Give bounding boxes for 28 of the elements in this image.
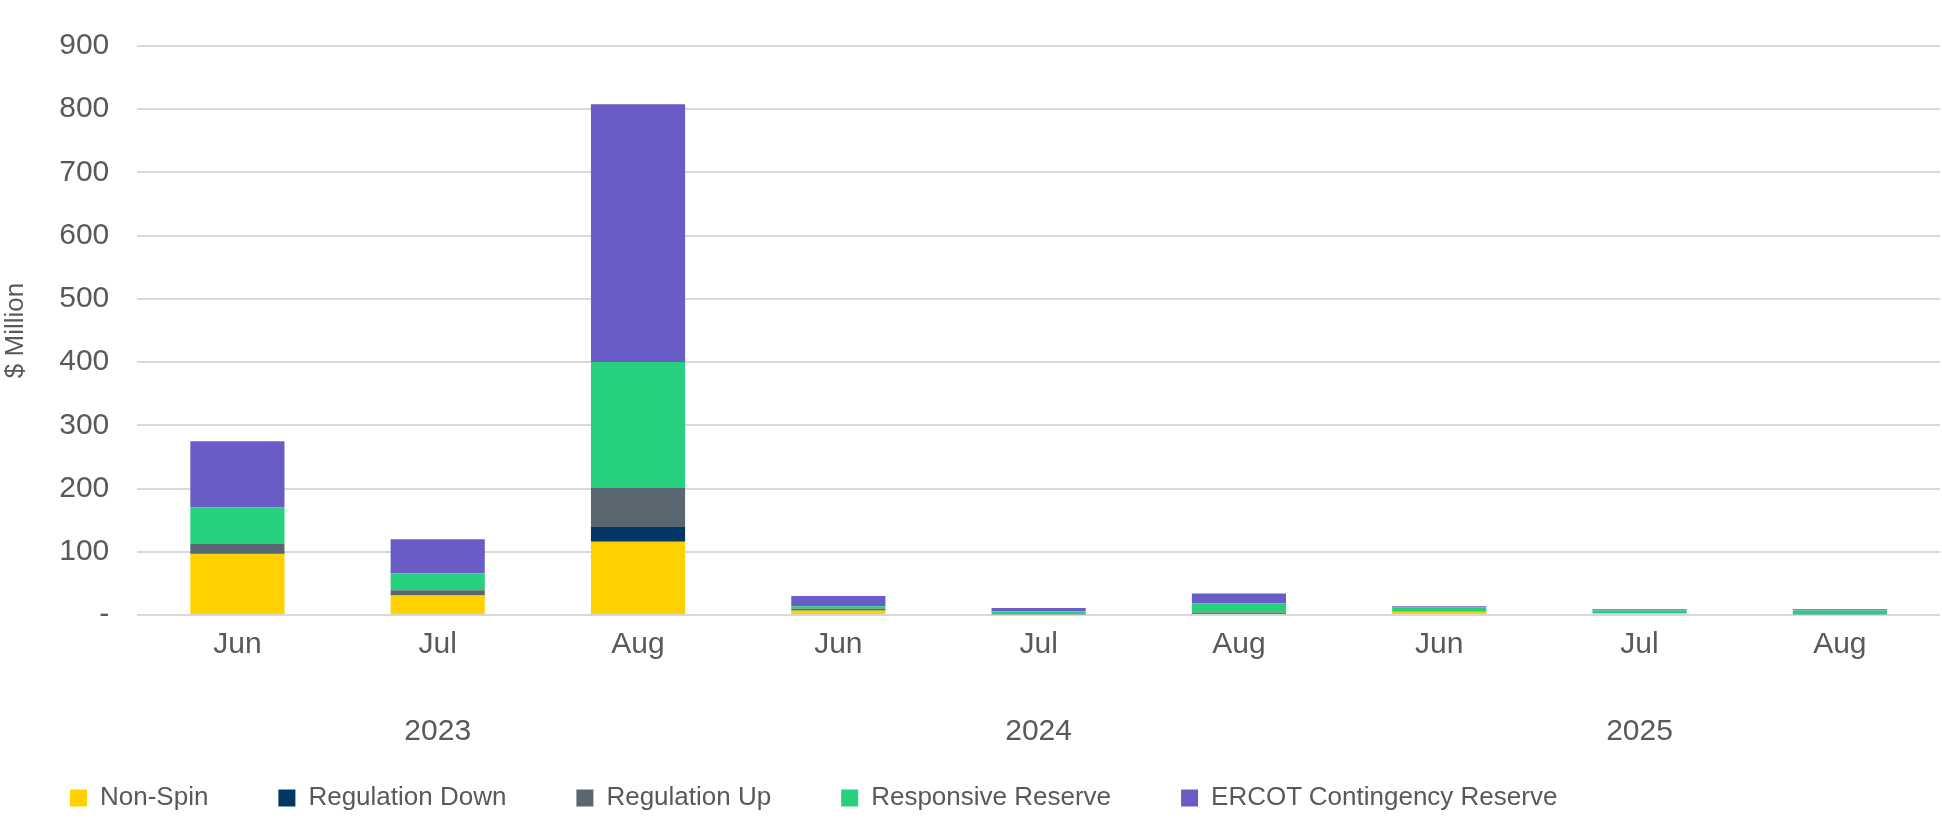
x-tick-label: Jun [213, 626, 262, 660]
x-tick-label: Jul [418, 626, 457, 660]
legend-label: ERCOT Contingency Reserve [1211, 781, 1558, 812]
text: 2025 [1606, 713, 1673, 747]
legend-label: Regulation Down [308, 781, 507, 812]
text: 2023 [404, 713, 472, 747]
y-tick-label: 700 [59, 153, 110, 187]
y-tick-label: 400 [59, 343, 110, 377]
legend-label: Responsive Reserve [871, 781, 1112, 812]
x-tick-label: Jul [1620, 626, 1659, 660]
text: 2024 [1005, 713, 1072, 747]
x-tick-label: Aug [1212, 626, 1266, 660]
y-tick-label: 200 [59, 469, 110, 503]
x-tick-label: Aug [611, 626, 665, 660]
y-tick-label: - [99, 596, 110, 630]
legend-label: Non-Spin [100, 781, 209, 812]
x-tick-label: Jul [1019, 626, 1058, 660]
y-tick-label: 300 [59, 406, 110, 440]
legend-label: Regulation Up [606, 781, 772, 812]
y-tick-label: 600 [59, 216, 110, 250]
y-axis-title: $ Million [0, 282, 29, 379]
y-tick-label: 900 [59, 27, 110, 61]
y-tick-label: 100 [59, 533, 110, 567]
y-tick-label: 800 [59, 90, 110, 124]
x-tick-label: Aug [1813, 626, 1867, 660]
y-tick-label: 500 [59, 280, 110, 314]
x-tick-label: Jun [814, 626, 863, 660]
x-tick-label: Jun [1415, 626, 1464, 660]
